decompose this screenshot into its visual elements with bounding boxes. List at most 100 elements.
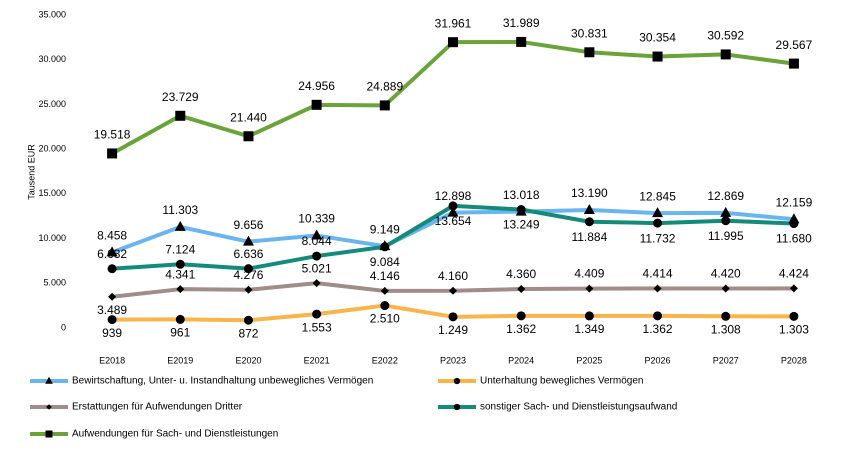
y-tick-label: 20.000 <box>38 144 66 154</box>
y-tick-label: 35.000 <box>38 9 66 19</box>
y-axis-label: Tausend EUR <box>26 144 36 200</box>
data-label: 13.190 <box>571 186 608 200</box>
legend-label: Erstattungen für Aufwendungen Dritter <box>72 402 243 413</box>
marker <box>448 312 458 322</box>
marker <box>107 148 118 159</box>
marker <box>585 284 594 293</box>
marker <box>517 285 526 294</box>
data-label: 10.339 <box>298 212 335 226</box>
marker <box>107 315 117 325</box>
data-label: 1.303 <box>779 323 809 337</box>
marker <box>244 285 253 294</box>
marker <box>106 246 118 257</box>
marker <box>788 58 799 69</box>
marker <box>653 311 663 321</box>
x-tick-label: E2021 <box>304 355 330 365</box>
data-label: 4.424 <box>779 267 809 281</box>
data-label: 1.249 <box>438 323 468 337</box>
marker <box>174 220 186 231</box>
data-label: 4.409 <box>574 267 604 281</box>
data-label: 6.636 <box>233 247 263 261</box>
data-label: 4.420 <box>711 267 741 281</box>
legend-label: Aufwendungen für Sach- und Dienstleistun… <box>72 429 278 440</box>
data-label: 9.149 <box>370 222 400 236</box>
data-label: 7.124 <box>165 242 195 256</box>
x-tick-label: P2026 <box>645 355 671 365</box>
marker <box>720 49 731 60</box>
data-label: 31.961 <box>435 16 472 30</box>
data-label: 4.146 <box>370 269 400 283</box>
marker <box>107 264 117 274</box>
legend-label: sonstiger Sach- und Dienstleistungsaufwa… <box>480 402 677 413</box>
data-label: 13.018 <box>503 188 540 202</box>
marker <box>516 205 526 215</box>
marker <box>380 242 390 252</box>
data-label: 13.654 <box>435 214 472 228</box>
x-tick-label: P2024 <box>508 355 534 365</box>
marker <box>312 251 322 261</box>
data-label: 4.341 <box>165 267 195 281</box>
marker <box>516 311 526 321</box>
data-label: 30.592 <box>707 29 744 43</box>
marker <box>653 284 662 293</box>
x-tick-label: E2020 <box>235 355 261 365</box>
x-tick-label: E2022 <box>372 355 398 365</box>
data-label: 11.303 <box>162 203 198 217</box>
x-tick-label: E2019 <box>167 355 193 365</box>
data-label: 11.680 <box>776 232 812 246</box>
y-tick-label: 25.000 <box>38 99 66 109</box>
data-label: 12.869 <box>707 189 744 203</box>
data-label: 12.898 <box>435 189 472 203</box>
y-tick-label: 0 <box>61 322 66 332</box>
data-label: 4.276 <box>233 268 263 282</box>
data-label: 23.729 <box>162 90 199 104</box>
marker <box>380 301 390 311</box>
marker <box>789 284 798 293</box>
data-label: 5.021 <box>302 261 332 275</box>
marker <box>379 100 390 111</box>
marker <box>243 315 253 325</box>
marker <box>243 264 253 274</box>
data-label: 1.308 <box>711 322 741 336</box>
y-tick-label: 5.000 <box>43 278 66 288</box>
marker <box>721 311 731 321</box>
data-label: 24.956 <box>298 79 335 93</box>
data-label: 6.632 <box>97 247 127 261</box>
x-tick-label: P2028 <box>781 355 807 365</box>
data-label: 24.889 <box>366 80 403 94</box>
data-label: 11.884 <box>571 230 607 244</box>
data-label: 1.362 <box>506 322 536 336</box>
marker <box>721 216 731 226</box>
legend-marker <box>45 376 53 384</box>
y-tick-label: 15.000 <box>38 188 66 198</box>
data-label: 872 <box>238 326 258 340</box>
data-label: 8.044 <box>302 234 332 248</box>
data-label: 31.989 <box>503 16 540 30</box>
legend-marker <box>453 403 461 411</box>
marker <box>516 36 527 47</box>
data-label: 30.831 <box>571 26 608 40</box>
data-label: 19.518 <box>94 128 131 142</box>
marker <box>312 309 322 319</box>
marker <box>448 37 458 48</box>
legend-label: Unterhaltung bewegliches Vermögen <box>480 376 643 387</box>
data-label: 1.349 <box>574 322 604 336</box>
marker <box>448 201 458 211</box>
marker <box>380 286 389 295</box>
data-label: 13.249 <box>503 218 540 232</box>
series-line <box>111 39 795 156</box>
marker <box>176 285 185 294</box>
data-label: 21.440 <box>230 110 267 124</box>
data-label: 1.362 <box>643 322 673 336</box>
data-label: 12.845 <box>639 189 676 203</box>
marker <box>652 207 664 218</box>
y-tick-label: 30.000 <box>38 54 66 64</box>
data-label: 1.553 <box>302 320 332 334</box>
data-label: 2.510 <box>370 312 400 326</box>
marker <box>789 311 799 321</box>
legend-marker <box>453 377 461 385</box>
marker <box>583 204 595 215</box>
x-tick-label: P2027 <box>713 355 739 365</box>
data-label: 9.084 <box>370 255 400 269</box>
